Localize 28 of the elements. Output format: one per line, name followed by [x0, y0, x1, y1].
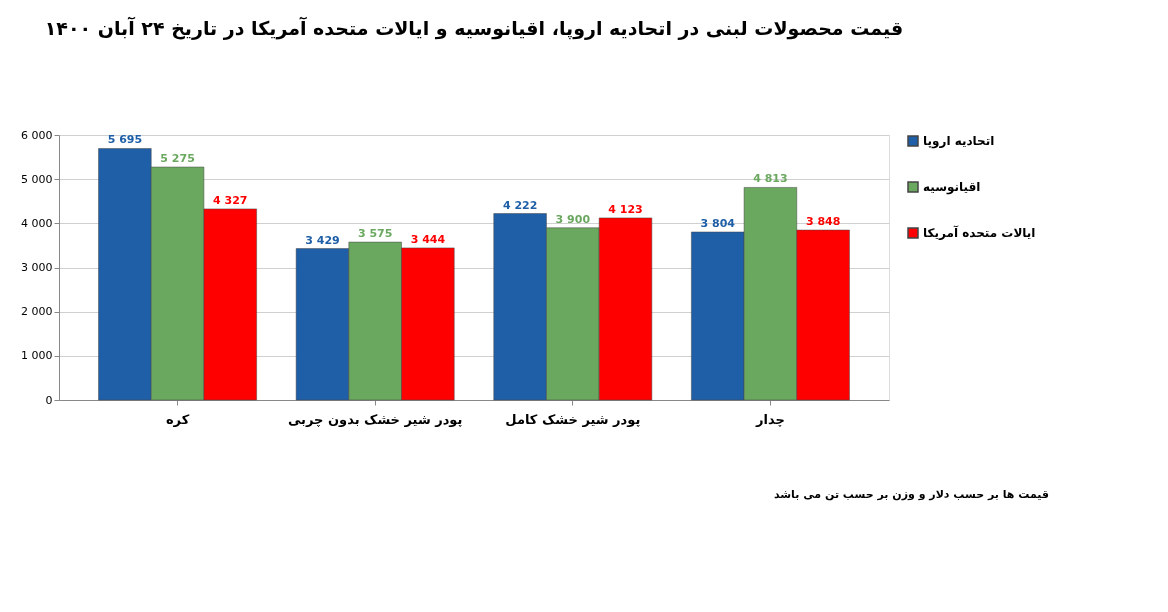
y-tick-label: 6 000	[21, 128, 53, 142]
chart-title: قیمت محصولات لبنی در اتحادیه اروپا، اقیانوسیه و ایالات متحده آمریکا در تاریخ ۲۴ آبان ۱۴۰۰	[44, 16, 904, 40]
data-label: 4 813	[753, 172, 788, 186]
y-tick-label: 0	[45, 393, 53, 407]
x-tick-label: چدار	[755, 411, 785, 427]
x-tick-label: پودر شیر خشک بدون چربی	[287, 411, 463, 427]
y-tick-label: 5 000	[21, 172, 53, 186]
legend-label: ایالات متحده آمریکا	[923, 225, 1036, 240]
text: قیمت ها بر حسب دلار و وزن بر حسب تن می باشد	[773, 488, 1049, 501]
data-label: 5 275	[160, 152, 195, 166]
data-label: 4 327	[213, 193, 248, 207]
data-label: 3 900	[555, 212, 591, 226]
data-label: 3 575	[357, 227, 393, 241]
y-tick-label: 2 000	[21, 305, 53, 319]
legend-label: اتحادیه اروپا	[923, 134, 995, 149]
data-label: 3 804	[700, 216, 736, 230]
data-label: 3 429	[305, 233, 340, 247]
data-label: 5 695	[107, 133, 143, 147]
y-tick-label: 4 000	[21, 216, 53, 230]
y-tick-label: 1 000	[21, 349, 53, 363]
data-label: 4 222	[502, 198, 538, 212]
y-tick-label: 3 000	[21, 261, 53, 274]
legend-label: اقیانوسیه	[923, 180, 981, 195]
data-label: 3 848	[805, 215, 841, 229]
data-label: 3 444	[410, 232, 446, 246]
x-tick-label: کره	[165, 411, 190, 427]
data-label: 4 123	[608, 202, 643, 216]
x-tick-label: پودر شیر خشک کامل	[505, 411, 641, 427]
